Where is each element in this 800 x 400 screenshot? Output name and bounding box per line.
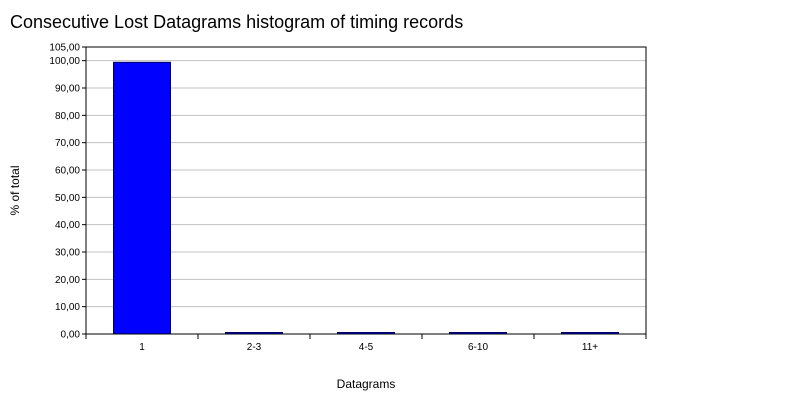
y-tick-labels: 0,00 10,00 20,00 30,00 40,00 50,00 60,00 70,00 8… bbox=[49, 43, 80, 341]
x-tick-label: 4-5 bbox=[359, 342, 374, 353]
bars bbox=[113, 61, 619, 335]
gridlines bbox=[86, 60, 646, 308]
x-tick-label: 6-10 bbox=[468, 342, 488, 353]
y-tick-label: 40,00 bbox=[55, 220, 80, 231]
axes bbox=[82, 46, 647, 339]
y-tick-label: 50,00 bbox=[55, 193, 80, 204]
chart-title: Consecutive Lost Datagrams histogram of … bbox=[10, 12, 464, 32]
x-axis-title: Datagrams bbox=[337, 377, 396, 391]
y-tick-label: 20,00 bbox=[55, 275, 80, 286]
y-tick-label: 0,00 bbox=[61, 330, 81, 341]
y-axis-title: % of total bbox=[8, 165, 22, 215]
x-tick-label: 11+ bbox=[582, 342, 598, 353]
y-tick-label: 60,00 bbox=[55, 166, 80, 177]
y-tick-label: 100,00 bbox=[49, 56, 80, 67]
y-tick-label: 30,00 bbox=[55, 248, 80, 259]
x-tick-label: 2-3 bbox=[247, 342, 262, 353]
y-tick-label: 105,00 bbox=[49, 43, 80, 54]
y-tick-label: 70,00 bbox=[55, 138, 80, 149]
y-tick-label: 10,00 bbox=[55, 302, 80, 313]
bar bbox=[113, 61, 171, 335]
y-tick-label: 90,00 bbox=[55, 84, 80, 95]
x-tick-label: 1 bbox=[139, 342, 145, 353]
y-tick-label: 80,00 bbox=[55, 111, 80, 122]
plot-frame bbox=[85, 46, 647, 335]
x-tick-labels: 1 2-3 4-5 6-10 11+ bbox=[139, 342, 598, 353]
